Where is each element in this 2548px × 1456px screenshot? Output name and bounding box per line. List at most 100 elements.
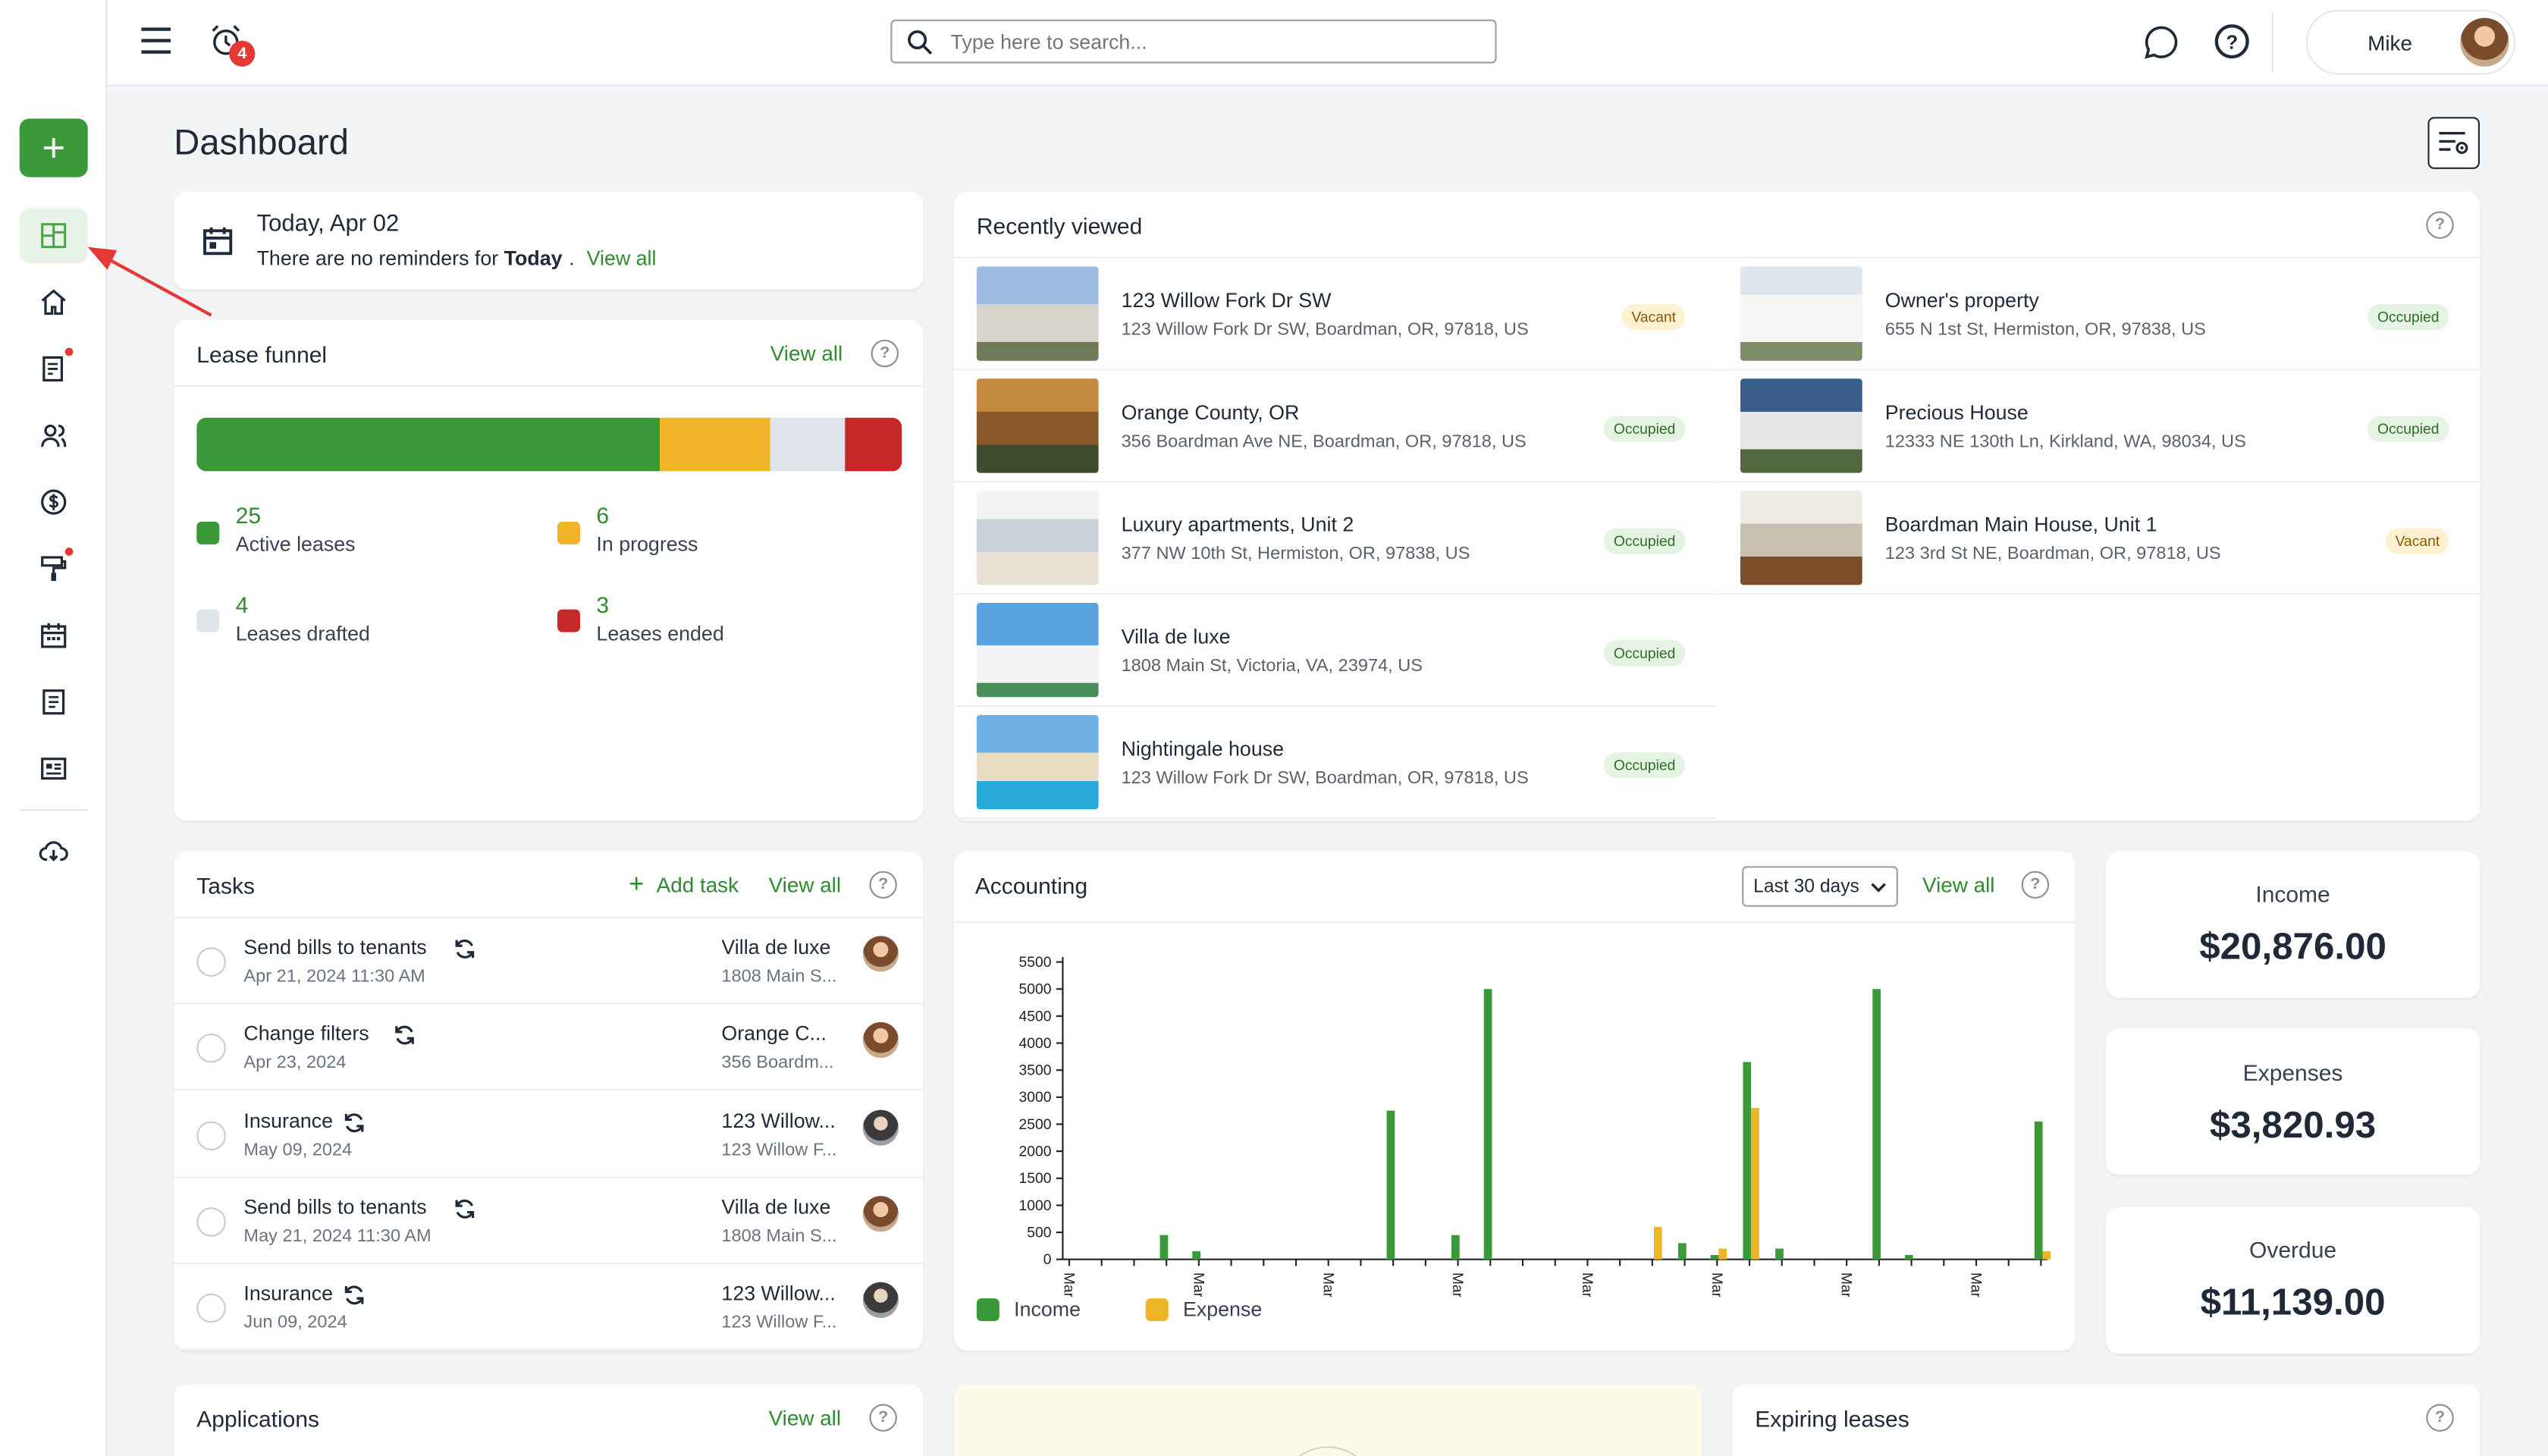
status-badge: Vacant: [2385, 528, 2450, 554]
recurring-icon: [344, 1112, 364, 1132]
overdue-summary-value: $11,139.00: [2200, 1280, 2386, 1323]
property-name: Nightingale house: [1121, 737, 1285, 761]
task-complete-checkbox[interactable]: [196, 1120, 226, 1150]
recurring-icon: [344, 1285, 364, 1305]
leases-ended-count[interactable]: 3: [596, 592, 610, 618]
task-property: Orange C...: [721, 1022, 827, 1046]
sidebar-item-calendar[interactable]: [20, 607, 88, 663]
help-icon[interactable]: ?: [869, 871, 897, 899]
overdue-summary-card[interactable]: Overdue $11,139.00: [2106, 1207, 2480, 1354]
legend-expense-label: Expense: [1183, 1298, 1263, 1322]
task-row[interactable]: Send bills to tenants Apr 21, 2024 11:30 …: [174, 918, 924, 1005]
sidebar-item-leases[interactable]: [20, 341, 88, 397]
lease-funnel-view-all-link[interactable]: View all: [770, 341, 843, 366]
card-divider: [953, 256, 2480, 259]
recently-viewed-item[interactable]: Owner's property 655 N 1st St, Hermiston,…: [1718, 259, 2480, 371]
task-row[interactable]: Change filters Apr 23, 2024 Orange C... 356…: [174, 1005, 924, 1091]
x-tick-label: Mar 30: [1968, 1272, 1984, 1297]
in-progress-count[interactable]: 6: [596, 502, 610, 529]
recently-viewed-item[interactable]: Orange County, OR 356 Boardman Ave NE, Bo…: [953, 371, 1716, 483]
property-name: Precious House: [1884, 401, 2029, 425]
task-property-address: 1808 Main S...: [721, 967, 837, 987]
tasks-view-all-link[interactable]: View all: [768, 872, 842, 897]
task-row[interactable]: Insurance May 09, 2024 123 Willow... 123 Wi…: [174, 1091, 924, 1178]
sidebar-item-accounting[interactable]: [20, 475, 88, 530]
leases-drafted-count[interactable]: 4: [235, 592, 249, 618]
active-leases-count[interactable]: 25: [235, 502, 262, 529]
sidebar-item-dashboard[interactable]: [19, 208, 88, 264]
task-complete-checkbox[interactable]: [196, 947, 226, 977]
sidebar-item-maintenance[interactable]: [20, 541, 88, 597]
task-row[interactable]: Send bills to tenants May 21, 2024 11:30 …: [174, 1178, 924, 1264]
y-tick-label: 500: [1027, 1225, 1051, 1241]
sidebar-item-people[interactable]: [20, 408, 88, 463]
expense-bar: [1718, 1248, 1727, 1260]
help-icon[interactable]: ?: [2214, 24, 2249, 59]
expense-bar: [1654, 1226, 1662, 1260]
property-address: 356 Boardman Ave NE, Boardman, OR, 97818…: [1121, 432, 1527, 452]
active-leases-label: Active leases: [235, 532, 356, 556]
sidebar-item-listings[interactable]: [20, 741, 88, 796]
property-name: Boardman Main House, Unit 1: [1884, 513, 2157, 537]
period-select[interactable]: Last 30 days: [1742, 866, 1898, 907]
income-bar: [1451, 1235, 1460, 1260]
help-icon[interactable]: ?: [2021, 871, 2050, 899]
reminder-view-all-link[interactable]: View all: [586, 246, 657, 270]
income-bar: [1386, 1110, 1395, 1260]
recently-viewed-item[interactable]: Nightingale house 123 Willow Fork Dr SW, …: [953, 707, 1716, 819]
task-row[interactable]: Insurance Jun 09, 2024 123 Willow... 123 Wi…: [174, 1265, 924, 1351]
income-bar: [1678, 1243, 1687, 1260]
expense-bar: [1751, 1108, 1759, 1260]
recently-viewed-item[interactable]: Luxury apartments, Unit 2 377 NW 10th St,…: [953, 482, 1716, 595]
add-task-button[interactable]: + Add task: [629, 872, 739, 898]
chevron-down-icon: [1871, 883, 1886, 893]
income-summary-card[interactable]: Income $20,876.00: [2106, 851, 2480, 998]
help-icon[interactable]: ?: [869, 1404, 897, 1432]
task-complete-checkbox[interactable]: [196, 1207, 226, 1237]
sidebar-item-properties[interactable]: [20, 275, 88, 330]
add-new-button[interactable]: [19, 118, 88, 177]
search-box[interactable]: [890, 19, 1497, 64]
legend-swatch-ended: [557, 609, 580, 632]
page-title: Dashboard: [174, 121, 349, 163]
y-tick-label: 0: [1043, 1252, 1052, 1268]
accounting-view-all-link[interactable]: View all: [1922, 872, 1995, 897]
recently-viewed-item[interactable]: Villa de luxe 1808 Main St, Victoria, VA,…: [953, 595, 1716, 708]
customize-dashboard-button[interactable]: [2427, 117, 2480, 169]
legend-swatch-expense: [1145, 1298, 1169, 1322]
y-tick-label: 4000: [1019, 1036, 1052, 1052]
applications-view-all-link[interactable]: View all: [768, 1405, 842, 1430]
lease-document-icon: [42, 356, 64, 382]
status-badge: Occupied: [1604, 528, 1686, 554]
task-property-address: 356 Boardm...: [721, 1053, 834, 1073]
expiring-leases-card: Expiring leases ?: [1732, 1384, 2480, 1456]
dollar-icon: [41, 489, 67, 515]
help-icon[interactable]: ?: [2426, 211, 2454, 239]
expenses-summary-card[interactable]: Expenses $3,820.93: [2106, 1028, 2480, 1175]
hamburger-menu-icon[interactable]: [140, 26, 172, 55]
property-address: 123 Willow Fork Dr SW, Boardman, OR, 978…: [1121, 768, 1529, 789]
recently-viewed-card: Recently viewed ? 123 Willow Fork Dr SW 1…: [953, 191, 2480, 821]
reminders-button[interactable]: 4: [208, 23, 260, 71]
task-complete-checkbox[interactable]: [196, 1034, 226, 1064]
sidebar-item-notes[interactable]: [20, 674, 88, 730]
search-input[interactable]: [950, 27, 1471, 57]
income-bar: [1743, 1062, 1752, 1260]
status-badge: Occupied: [1604, 416, 1686, 442]
chat-icon[interactable]: [2143, 24, 2179, 60]
status-badge: Occupied: [1604, 640, 1686, 667]
recently-viewed-item[interactable]: Precious House 12333 NE 130th Ln, Kirklan…: [1718, 371, 2480, 483]
legend-swatch-income: [976, 1298, 999, 1322]
task-complete-checkbox[interactable]: [196, 1294, 226, 1323]
help-icon[interactable]: ?: [871, 339, 899, 368]
task-property: Villa de luxe: [721, 936, 831, 959]
help-icon[interactable]: ?: [2426, 1404, 2454, 1432]
recently-viewed-item[interactable]: Boardman Main House, Unit 1 123 3rd St NE…: [1718, 482, 2480, 595]
user-name: Mike: [2368, 30, 2412, 55]
y-tick-label: 1000: [1019, 1198, 1052, 1214]
user-menu-button[interactable]: Mike: [2305, 9, 2516, 75]
y-tick-label: 2000: [1019, 1144, 1052, 1160]
x-tick-label: Mar 06: [1190, 1272, 1206, 1297]
recently-viewed-item[interactable]: 123 Willow Fork Dr SW 123 Willow Fork Dr …: [953, 259, 1716, 371]
sidebar-item-downloads[interactable]: [20, 824, 88, 879]
